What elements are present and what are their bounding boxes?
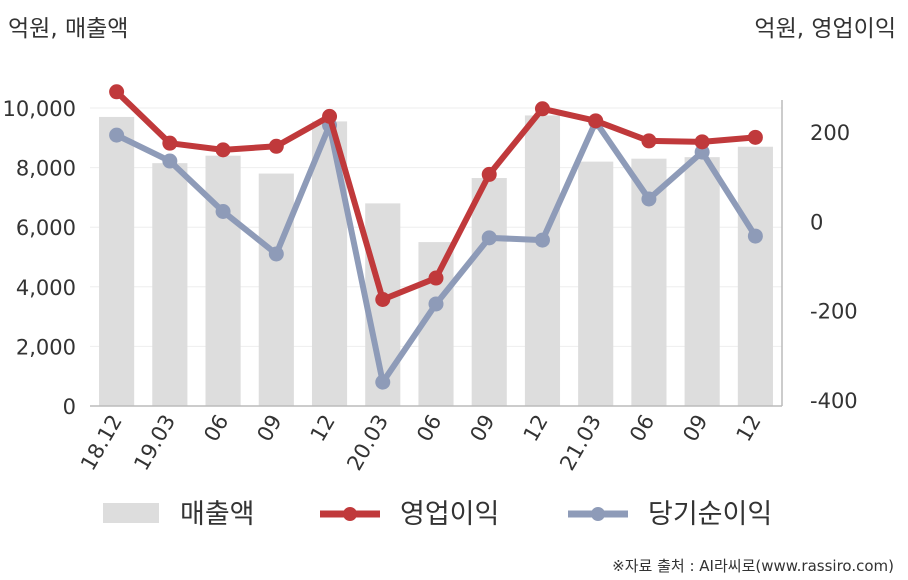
left-tick-label: 0 (63, 395, 76, 419)
series-point (481, 230, 497, 246)
left-tick-label: 6,000 (16, 216, 76, 240)
bar (684, 157, 720, 406)
x-tick-label: 19.03 (129, 411, 180, 475)
x-tick-label: 09 (465, 411, 499, 446)
series-point (641, 133, 657, 149)
x-tick-label: 06 (199, 411, 233, 446)
gridlines (90, 107, 782, 347)
right-axis-unit: 억원, 영업이익 (754, 16, 896, 42)
right-tick-label: -200 (810, 300, 858, 324)
bar (524, 115, 561, 406)
series-point (481, 166, 497, 182)
revenue-bars (99, 115, 773, 407)
x-tick-label: 21.03 (555, 411, 606, 475)
left-axis-ticks: 0 2,000 4,000 6,000 8,000 10,000 (3, 97, 76, 419)
series-point (534, 101, 550, 117)
legend: 매출액 영업이익 당기순이익 (103, 499, 772, 530)
right-tick-label: 0 (810, 210, 823, 234)
series-point (747, 228, 763, 244)
x-tick-label: 06 (412, 411, 446, 446)
left-tick-label: 2,000 (16, 335, 76, 359)
series-point (375, 292, 391, 307)
x-tick-label: 12 (519, 411, 553, 446)
bar (471, 178, 507, 406)
x-tick-label: 20.03 (342, 411, 393, 475)
left-tick-label: 10,000 (3, 97, 76, 121)
left-tick-label: 4,000 (16, 276, 76, 300)
profit-lines (109, 84, 763, 390)
x-axis-ticks: 18.12 19.03 06 09 12 20.03 06 09 12 21.03 06 09 12 (76, 411, 766, 475)
series-point (534, 232, 550, 248)
series-point (215, 142, 231, 158)
legend-swatch-revenue (103, 503, 159, 523)
series-point (694, 134, 710, 150)
x-tick-label: 09 (252, 411, 286, 446)
right-tick-label: -400 (810, 389, 858, 413)
right-axis-ticks: -400 -200 0 200 (810, 121, 858, 413)
series-point (694, 144, 710, 160)
series-point (268, 246, 284, 262)
x-tick-label: 12 (306, 411, 340, 446)
x-tick-label: 18.12 (76, 411, 127, 475)
x-tick-label: 12 (732, 411, 766, 446)
legend-label-net-income: 당기순이익 (648, 499, 772, 530)
series-point (747, 129, 763, 145)
legend-label-revenue: 매출액 (180, 499, 255, 530)
bar (578, 161, 614, 406)
legend-marker-operating-profit (343, 507, 357, 521)
series-point (428, 296, 444, 312)
bar (205, 155, 241, 406)
legend-label-operating-profit: 영업이익 (400, 499, 499, 530)
series-point (428, 270, 444, 286)
series-point (268, 138, 284, 154)
series-point (162, 153, 178, 169)
legend-marker-net-income (591, 507, 605, 521)
series-point (109, 127, 125, 143)
series-point (109, 84, 125, 100)
series-point (588, 113, 604, 129)
series-point (641, 191, 657, 207)
bar (258, 173, 294, 406)
bar (99, 116, 135, 406)
series-point (322, 108, 338, 124)
source-note: ※자료 출처 : AI라씨로(www.rassiro.com) (612, 557, 894, 575)
left-axis-unit: 억원, 매출액 (8, 16, 128, 42)
series-point (375, 374, 391, 390)
right-tick-label: 200 (810, 121, 850, 145)
x-tick-label: 09 (678, 411, 712, 446)
x-tick-label: 06 (625, 411, 659, 446)
series-point (162, 135, 178, 151)
left-tick-label: 8,000 (16, 157, 76, 181)
bar (737, 146, 773, 407)
bar (152, 163, 188, 406)
series-point (215, 204, 231, 220)
